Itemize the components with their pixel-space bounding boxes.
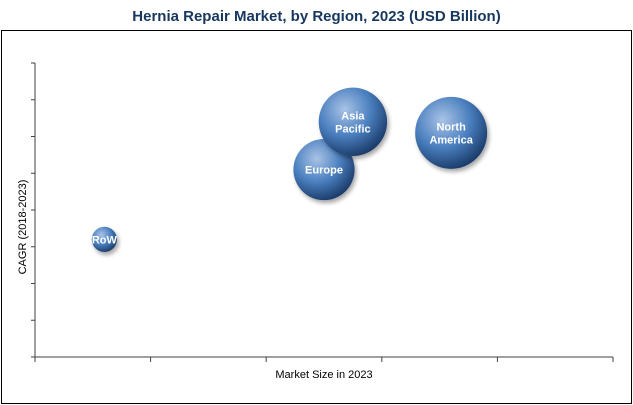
chart-title: Hernia Repair Market, by Region, 2023 (U… (132, 8, 501, 25)
bubble-label: RoW (92, 234, 118, 246)
bubble-mark (293, 138, 355, 201)
chart-frame (1, 30, 632, 404)
bubble-mark (91, 226, 117, 252)
bubble-mark (318, 87, 388, 156)
bubble-mark (415, 96, 488, 169)
axes (31, 62, 614, 362)
bubble-label: Asia (341, 110, 365, 122)
bubble-row: RoW (91, 226, 118, 252)
bubble-label: North (436, 121, 466, 133)
x-axis-title: Market Size in 2023 (275, 369, 372, 381)
y-axis-title: CAGR (2018-2023) (17, 180, 29, 275)
bubble-label: America (429, 134, 473, 146)
bubble-europe: Europe (293, 138, 355, 201)
bubble-label: Pacific (335, 123, 370, 135)
bubble-label: Europe (305, 165, 343, 177)
